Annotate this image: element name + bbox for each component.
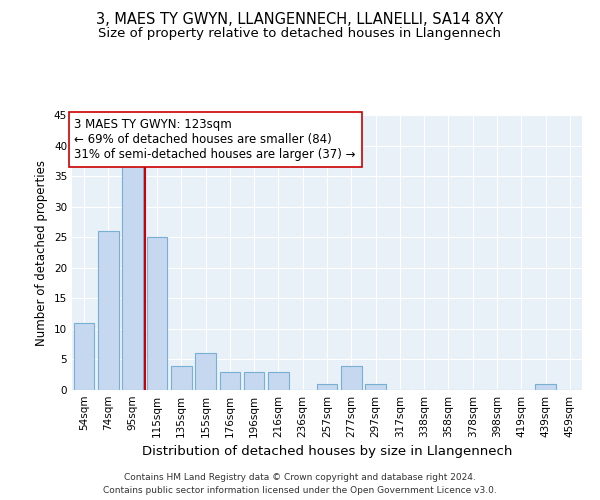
Bar <box>341 366 362 390</box>
Bar <box>98 231 119 390</box>
Bar <box>535 384 556 390</box>
Bar <box>122 164 143 390</box>
Text: 3 MAES TY GWYN: 123sqm
← 69% of detached houses are smaller (84)
31% of semi-det: 3 MAES TY GWYN: 123sqm ← 69% of detached… <box>74 118 356 161</box>
Bar <box>268 372 289 390</box>
X-axis label: Distribution of detached houses by size in Llangennech: Distribution of detached houses by size … <box>142 446 512 458</box>
Bar <box>365 384 386 390</box>
Y-axis label: Number of detached properties: Number of detached properties <box>35 160 49 346</box>
Bar <box>244 372 265 390</box>
Bar <box>195 354 216 390</box>
Bar <box>146 237 167 390</box>
Bar <box>317 384 337 390</box>
Bar <box>74 323 94 390</box>
Text: Contains HM Land Registry data © Crown copyright and database right 2024.
Contai: Contains HM Land Registry data © Crown c… <box>103 474 497 495</box>
Bar <box>220 372 240 390</box>
Text: 3, MAES TY GWYN, LLANGENNECH, LLANELLI, SA14 8XY: 3, MAES TY GWYN, LLANGENNECH, LLANELLI, … <box>97 12 503 28</box>
Text: Size of property relative to detached houses in Llangennech: Size of property relative to detached ho… <box>98 28 502 40</box>
Bar <box>171 366 191 390</box>
